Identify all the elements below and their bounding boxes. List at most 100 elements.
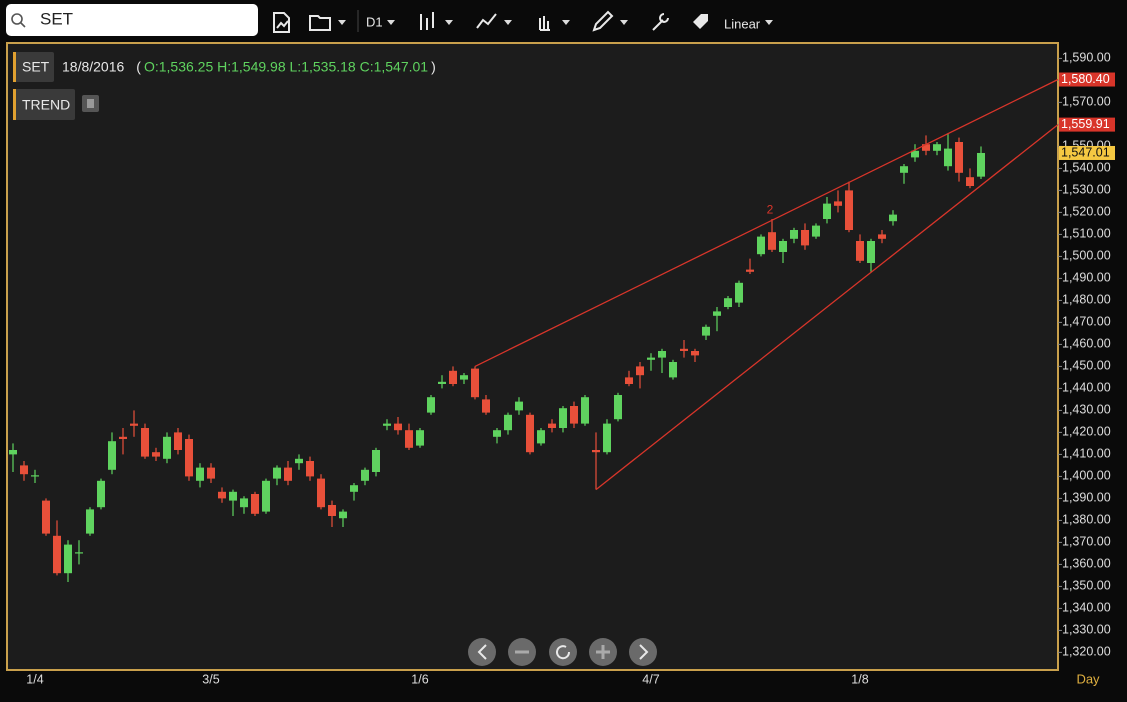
candle-body	[405, 430, 413, 448]
search-box[interactable]	[6, 4, 258, 36]
candle-body	[515, 401, 523, 411]
candle-body	[185, 439, 193, 477]
candle-body	[768, 232, 776, 250]
y-tick-label: 1,500.00	[1062, 249, 1111, 263]
y-tick-label: 1,330.00	[1062, 623, 1111, 637]
y-tick-label: 1,480.00	[1062, 293, 1111, 307]
candle-body	[757, 236, 765, 255]
y-tick-label: 1,350.00	[1062, 579, 1111, 593]
candle-body	[614, 395, 622, 420]
candle-body	[691, 351, 699, 356]
dropdown-arrow	[504, 20, 512, 25]
candle-body	[130, 423, 138, 426]
candle-body	[724, 298, 732, 307]
candle-body	[933, 144, 941, 151]
y-tick-label: 1,400.00	[1062, 469, 1111, 483]
y-tick-label: 1,460.00	[1062, 337, 1111, 351]
x-tick-label: 1/8	[851, 672, 868, 686]
candle-body	[493, 430, 501, 437]
candle-body	[581, 397, 589, 424]
candle-body	[361, 469, 369, 481]
price-tag	[1059, 72, 1115, 87]
y-tick-label: 1,520.00	[1062, 205, 1111, 219]
candle-body	[900, 166, 908, 173]
candle-body	[306, 461, 314, 477]
open-button[interactable]	[309, 15, 331, 31]
candle-body	[526, 414, 534, 453]
candle-body	[669, 362, 677, 378]
y-tick-label: 1,370.00	[1062, 535, 1111, 549]
y-tick-label: 1,420.00	[1062, 425, 1111, 439]
candle-body	[427, 397, 435, 413]
indicator-badge[interactable]	[13, 89, 75, 120]
draw-button[interactable]	[592, 10, 614, 32]
candle-body	[746, 269, 754, 272]
candle-body	[570, 406, 578, 424]
dropdown-arrow	[338, 20, 346, 25]
candle-body	[790, 230, 798, 239]
candle-body	[174, 432, 182, 450]
paren: )	[431, 59, 436, 75]
candle-body	[438, 381, 446, 384]
candle-body	[504, 414, 512, 431]
candle-body	[471, 368, 479, 398]
candle-body	[911, 150, 919, 158]
candle-body	[75, 552, 83, 554]
scroll-right[interactable]	[629, 638, 657, 666]
timeframe-button[interactable]: D1	[366, 14, 383, 29]
candle-body	[834, 201, 842, 206]
y-tick-label: 1,590.00	[1062, 51, 1111, 65]
y-tick-label: 1,360.00	[1062, 557, 1111, 571]
indicator-button[interactable]	[476, 13, 497, 29]
y-tick-label: 1,510.00	[1062, 227, 1111, 241]
dropdown-arrow	[765, 20, 773, 25]
y-tick-label: 1,490.00	[1062, 271, 1111, 285]
candle-body	[889, 214, 897, 222]
candle-body	[647, 357, 655, 360]
y-tick-label: 1,470.00	[1062, 315, 1111, 329]
candle-body	[372, 450, 380, 472]
candle-body	[273, 467, 281, 479]
cursor-button[interactable]	[539, 16, 550, 31]
search-text: SET	[40, 9, 73, 28]
tag-button[interactable]	[693, 14, 708, 29]
candle-body	[966, 177, 974, 186]
candle-body	[955, 142, 963, 173]
symbol: SET	[22, 59, 50, 75]
scroll-left[interactable]	[468, 638, 496, 666]
candle-body	[240, 498, 248, 508]
candle-body	[735, 282, 743, 303]
toolbar: SET D1 Linear	[6, 4, 773, 36]
x-tick-label: 3/5	[202, 672, 219, 686]
candle-body	[31, 475, 39, 477]
candle-body	[603, 423, 611, 453]
plot: 2	[9, 78, 1059, 582]
candle-body	[944, 148, 952, 167]
trendline	[474, 78, 1059, 367]
candle-body	[823, 203, 831, 219]
candle-body	[9, 450, 17, 455]
dropdown-arrow	[562, 20, 570, 25]
settings-button[interactable]	[652, 13, 669, 31]
candle-body	[383, 423, 391, 426]
scale-button[interactable]: Linear	[724, 16, 761, 31]
dropdown-arrow	[387, 20, 395, 25]
y-tick-label: 1,440.00	[1062, 381, 1111, 395]
candle-body	[20, 465, 28, 475]
price-tag-label: 1,580.40	[1061, 72, 1110, 86]
icon	[639, 644, 649, 660]
chart-type-button[interactable]	[420, 12, 434, 30]
candle-body	[845, 190, 853, 230]
candle-body	[625, 377, 633, 384]
icon	[556, 645, 571, 660]
price-tag	[1059, 117, 1115, 132]
x-unit: Day	[1076, 671, 1100, 686]
report-button[interactable]	[273, 12, 290, 33]
search-icon	[11, 13, 23, 25]
candle-body	[713, 311, 721, 316]
search-icon	[20, 22, 26, 28]
y-tick-label: 1,530.00	[1062, 183, 1111, 197]
dropdown-arrow	[620, 20, 628, 25]
reset[interactable]	[549, 638, 577, 666]
